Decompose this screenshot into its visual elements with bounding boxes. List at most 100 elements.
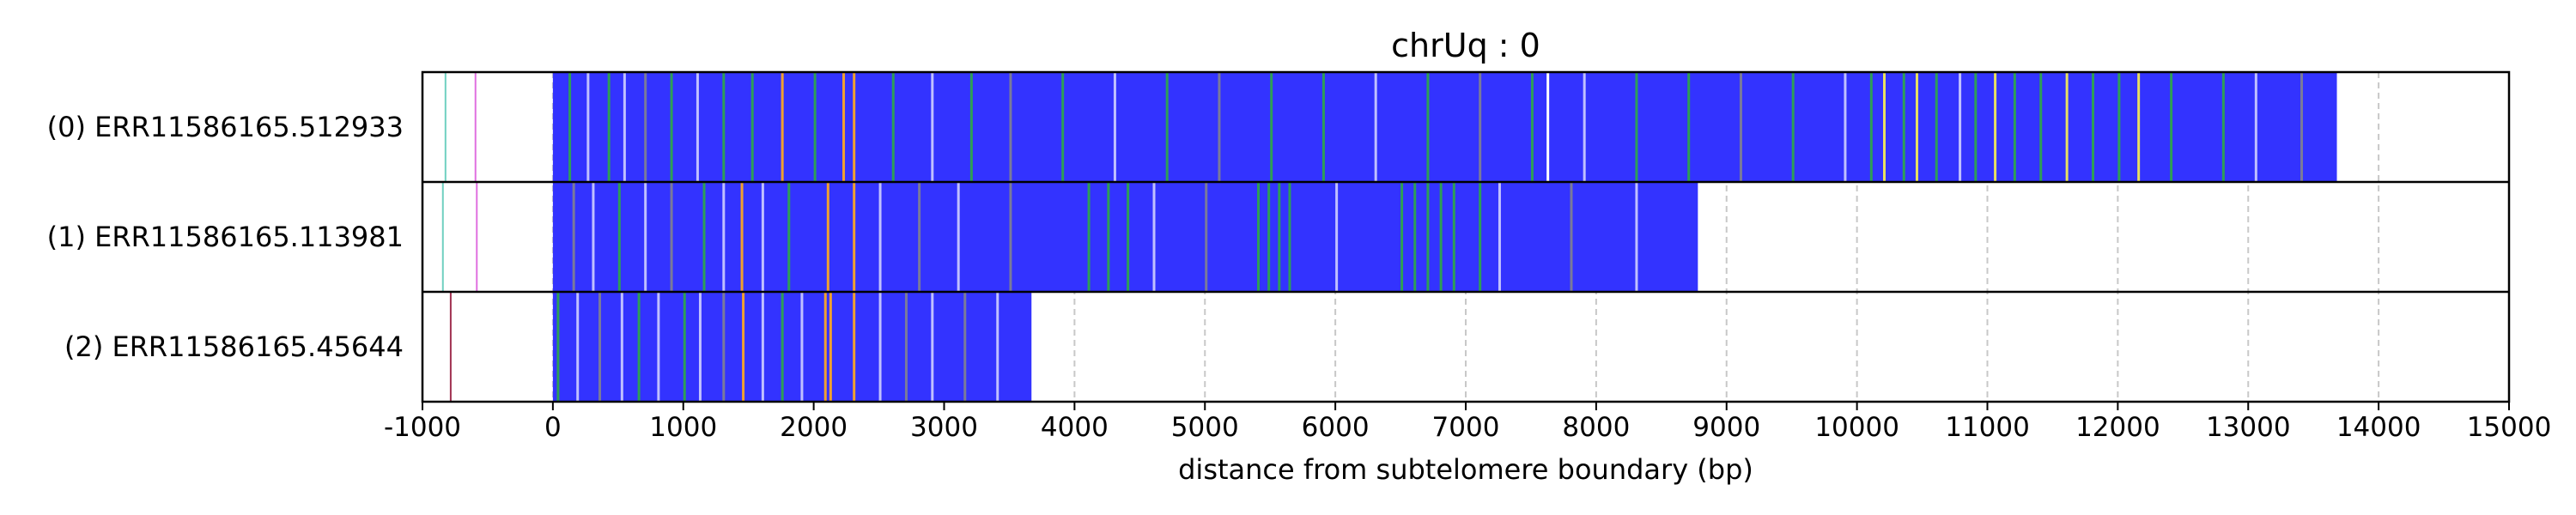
read-stripe bbox=[823, 292, 827, 402]
read-stripe bbox=[592, 182, 595, 292]
read-stripe bbox=[1635, 182, 1638, 292]
x-tick-label: 13000 bbox=[2206, 412, 2291, 443]
read-stripe bbox=[1635, 72, 1638, 182]
row-label: (2) ERR11586165.45644 bbox=[64, 330, 404, 363]
x-tick-label: 1000 bbox=[649, 412, 717, 443]
read-bar bbox=[552, 182, 1698, 292]
x-tick-label: 11000 bbox=[1945, 412, 2030, 443]
read-stripe bbox=[891, 72, 895, 182]
read-stripe bbox=[620, 292, 623, 402]
read-stripe bbox=[829, 292, 832, 402]
outlier-mark bbox=[474, 72, 477, 182]
read-stripe bbox=[2254, 72, 2257, 182]
read-stripe bbox=[878, 292, 882, 402]
read-stripe bbox=[1739, 72, 1742, 182]
read-rows: (0) ERR11586165.512933 (1) ERR11586165.11… bbox=[47, 72, 2337, 402]
read-stripe bbox=[722, 292, 726, 402]
read-stripe bbox=[1257, 182, 1260, 292]
read-stripe bbox=[2117, 72, 2121, 182]
read-stripe bbox=[556, 292, 560, 402]
read-stripe bbox=[2013, 72, 2016, 182]
read-stripe bbox=[1278, 182, 1281, 292]
read-stripe bbox=[702, 182, 706, 292]
x-tick-label: 3000 bbox=[910, 412, 978, 443]
read-stripe bbox=[1570, 182, 1573, 292]
read-stripe bbox=[670, 182, 673, 292]
read-stripe bbox=[1902, 72, 1905, 182]
read-stripe bbox=[568, 72, 572, 182]
read-stripe bbox=[1452, 182, 1455, 292]
read-stripe bbox=[572, 182, 575, 292]
read-stripe bbox=[1479, 72, 1482, 182]
read-stripe bbox=[696, 72, 699, 182]
read-stripe bbox=[2221, 72, 2225, 182]
read-stripe bbox=[931, 72, 934, 182]
read-stripe bbox=[918, 182, 921, 292]
read-stripe bbox=[1374, 72, 1377, 182]
x-axis-label: distance from subtelomere boundary (bp) bbox=[1178, 453, 1753, 486]
read-stripe bbox=[1061, 72, 1065, 182]
read-stripe bbox=[2300, 72, 2303, 182]
read-stripe bbox=[623, 72, 626, 182]
read-stripe bbox=[781, 292, 784, 402]
read-stripe bbox=[670, 72, 673, 182]
read-stripe bbox=[996, 292, 999, 402]
x-axis: -1000 0 1000 2000 3000 4000 5000 6000 7000 8000 90… bbox=[384, 402, 2551, 443]
x-tick-label: 0 bbox=[544, 412, 562, 443]
read-stripe bbox=[878, 182, 882, 292]
x-tick-label: 10000 bbox=[1814, 412, 1899, 443]
read-stripe bbox=[963, 292, 967, 402]
read-stripe bbox=[853, 292, 856, 402]
read-stripe bbox=[637, 292, 641, 402]
read-stripe bbox=[657, 292, 660, 402]
read-stripe bbox=[607, 72, 611, 182]
read-stripe bbox=[761, 182, 764, 292]
read-stripe bbox=[1439, 182, 1443, 292]
read-stripe bbox=[722, 72, 726, 182]
x-tick-label: 15000 bbox=[2467, 412, 2552, 443]
outlier-mark bbox=[476, 182, 478, 292]
x-tick-label: 5000 bbox=[1171, 412, 1239, 443]
read-stripe bbox=[698, 292, 702, 402]
x-tick-label: 2000 bbox=[780, 412, 848, 443]
read-stripe bbox=[1546, 72, 1550, 182]
read-stripe bbox=[750, 72, 754, 182]
read-stripe bbox=[853, 72, 856, 182]
read-stripe bbox=[722, 182, 726, 292]
read-stripe bbox=[617, 182, 621, 292]
read-stripe bbox=[2039, 72, 2043, 182]
read-stripe bbox=[1498, 182, 1501, 292]
read-stripe bbox=[1270, 72, 1273, 182]
x-tick-label: 8000 bbox=[1562, 412, 1630, 443]
read-stripe bbox=[1087, 182, 1091, 292]
read-stripe bbox=[1974, 72, 1978, 182]
read-stripe bbox=[1165, 72, 1169, 182]
read-stripe bbox=[969, 72, 973, 182]
read-stripe bbox=[644, 72, 647, 182]
read-stripe bbox=[598, 292, 602, 402]
read-stripe bbox=[683, 292, 686, 402]
read-stripe bbox=[1959, 72, 1962, 182]
read-stripe bbox=[644, 182, 647, 292]
read-stripe bbox=[1883, 72, 1886, 182]
read-stripe bbox=[931, 292, 934, 402]
read-stripe bbox=[576, 292, 580, 402]
read-stripe bbox=[1288, 182, 1291, 292]
read-stripe bbox=[1107, 182, 1110, 292]
read-stripe bbox=[2092, 72, 2094, 182]
x-tick-label: 14000 bbox=[2336, 412, 2421, 443]
read-stripe bbox=[1335, 182, 1339, 292]
read-stripe bbox=[1791, 72, 1795, 182]
read-stripe bbox=[1426, 72, 1430, 182]
read-stripe bbox=[2137, 72, 2141, 182]
read-stripe bbox=[1687, 72, 1691, 182]
read-stripe bbox=[800, 292, 804, 402]
read-stripe bbox=[740, 182, 744, 292]
outlier-mark bbox=[444, 72, 447, 182]
read-stripe bbox=[1994, 72, 1997, 182]
read-stripe bbox=[1583, 72, 1586, 182]
x-tick-label: -1000 bbox=[384, 412, 461, 443]
x-tick-label: 7000 bbox=[1432, 412, 1500, 443]
read-stripe bbox=[813, 72, 817, 182]
